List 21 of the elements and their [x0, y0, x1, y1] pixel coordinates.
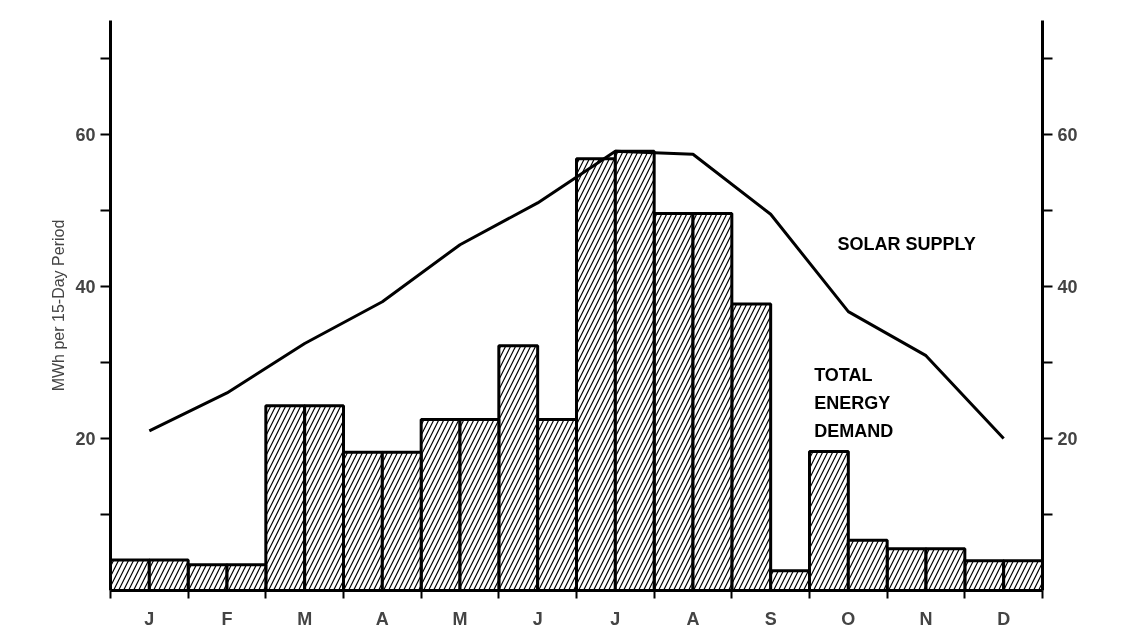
- x-tick-label: M: [297, 608, 313, 629]
- series-label: TOTAL ENERGY DEMAND: [814, 364, 894, 441]
- x-tick-label: N: [919, 608, 933, 629]
- y-tick-label: 40: [75, 277, 96, 297]
- x-tick-label: J: [144, 608, 155, 629]
- y2-tick-label: 20: [1057, 429, 1078, 449]
- x-tick-label: S: [764, 608, 777, 629]
- y2-tick-label: 40: [1057, 277, 1078, 297]
- x-tick-label: J: [610, 608, 621, 629]
- x-tick-label: D: [997, 608, 1011, 629]
- x-tick-label: F: [221, 608, 233, 629]
- x-tick-label: J: [532, 608, 543, 629]
- x-tick-label: A: [686, 608, 700, 629]
- x-tick-label: A: [375, 608, 389, 629]
- y-tick-label: 60: [75, 125, 96, 145]
- x-tick-label: M: [452, 608, 468, 629]
- y2-tick-label: 60: [1057, 125, 1078, 145]
- y-tick-label: 20: [75, 429, 96, 449]
- series-label: SOLAR SUPPLY: [837, 233, 976, 254]
- y-axis-title: MWh per 15-Day Period: [50, 219, 68, 392]
- x-tick-label: O: [841, 608, 856, 629]
